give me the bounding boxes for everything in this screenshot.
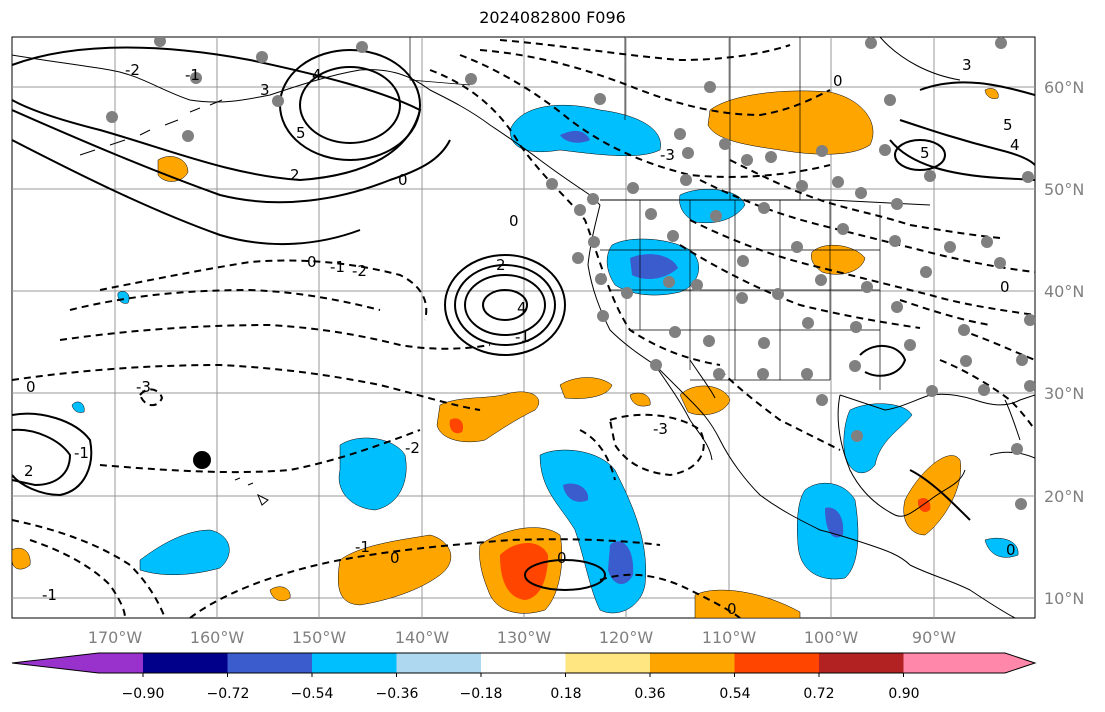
contour-label: -3 xyxy=(136,378,151,396)
blue-region-mexico-pacific xyxy=(797,483,859,580)
lat-tick-label: 10°N xyxy=(1044,589,1084,608)
orange-region-canada xyxy=(707,90,874,155)
contour-label: -3 xyxy=(660,146,675,164)
contour-label: 0 xyxy=(26,378,36,396)
colorbar-bin xyxy=(903,653,1035,673)
highlight-point-marker xyxy=(193,451,211,469)
contour-label: 5 xyxy=(296,124,306,142)
contour-label: 5 xyxy=(1003,116,1013,134)
contours-dashed xyxy=(12,39,1035,618)
colorbar-bin xyxy=(650,653,735,673)
colorbar-bin xyxy=(734,653,820,673)
lon-tick-label: 150°W xyxy=(292,628,347,647)
contour-label: -1 xyxy=(515,328,530,346)
contour-label: -1 xyxy=(42,586,57,604)
contour-label: 0 xyxy=(1000,278,1010,296)
colorbar-tick-label: 0.72 xyxy=(803,686,834,702)
orange-region-yucatan xyxy=(903,455,962,536)
contour-label: -2 xyxy=(405,439,420,457)
colorbar-tick-label: −0.36 xyxy=(376,686,419,702)
lat-tick-label: 30°N xyxy=(1044,384,1084,403)
contour-label: 0 xyxy=(307,253,317,271)
colorbar-bin xyxy=(481,653,566,673)
contour-label: 3 xyxy=(962,56,972,74)
lon-tick-label: 110°W xyxy=(702,628,757,647)
blue-region-caribbean xyxy=(984,537,1019,558)
orange-region-plains xyxy=(811,245,866,275)
contour-label: 0 xyxy=(833,72,843,90)
contour-label: 4 xyxy=(1010,136,1020,154)
lon-tick-label: 140°W xyxy=(395,628,450,647)
longitude-axis: 170°W 160°W 150°W 140°W 130°W 120°W 110°… xyxy=(88,628,956,647)
contour-label: 0 xyxy=(398,171,408,189)
orange-region-itcz-central xyxy=(337,534,451,606)
contour-label: -1 xyxy=(330,258,345,276)
contour-label: -1 xyxy=(74,444,89,462)
contour-label: 0 xyxy=(1006,541,1016,559)
colorbar-bin xyxy=(227,653,313,673)
contour-label: 3 xyxy=(260,81,270,99)
colorbar-tick-label: −0.72 xyxy=(207,686,250,702)
contour-label: 2 xyxy=(290,166,300,184)
lon-tick-label: 90°W xyxy=(912,628,956,647)
contour-label: 2 xyxy=(24,462,34,480)
lon-tick-label: 100°W xyxy=(804,628,859,647)
contour-label: 0 xyxy=(557,549,567,567)
contour-high-center xyxy=(464,274,546,336)
colorbar-outline xyxy=(11,652,1037,674)
lon-tick-label: 130°W xyxy=(497,628,552,647)
contour-label: -3 xyxy=(653,420,668,438)
colorbar-bin xyxy=(565,653,651,673)
contours xyxy=(12,46,1035,591)
colorbar-tick-label: −0.18 xyxy=(460,686,503,702)
contour-label: 5 xyxy=(920,144,930,162)
contour-labels: -2 -1 2 4 3 5 0 2 -1 4 0 -1 -2 0 0 -3 -2… xyxy=(24,56,1020,618)
colorbar-bin xyxy=(396,653,482,673)
contour-label: 0 xyxy=(390,549,400,567)
lat-tick-label: 50°N xyxy=(1044,180,1084,199)
contour-label: -2 xyxy=(125,61,140,79)
colorbar-bin xyxy=(819,653,904,673)
colorbar-bin xyxy=(312,653,397,673)
blue-region-gulf xyxy=(843,403,913,474)
contour-label: 0 xyxy=(727,600,737,618)
colorbar-bin xyxy=(12,653,143,673)
contour-label: 2 xyxy=(496,256,506,274)
blue-region-montana xyxy=(679,189,746,223)
blue-region-subtropic-pacific xyxy=(338,437,407,511)
latitude-axis: 60°N 50°N 40°N 30°N 20°N 10°N xyxy=(1044,78,1084,608)
colorbar-tick-label: −0.90 xyxy=(122,686,165,702)
lat-tick-label: 20°N xyxy=(1044,487,1084,506)
coastlines xyxy=(12,37,1035,618)
colorbar-tick-label: −0.54 xyxy=(291,686,334,702)
colorbar xyxy=(11,652,1037,677)
contour-label: 4 xyxy=(312,66,322,84)
shaded-anomalies xyxy=(12,88,1019,618)
lat-tick-label: 60°N xyxy=(1044,78,1084,97)
contour-label: 4 xyxy=(517,299,527,317)
lon-tick-label: 170°W xyxy=(88,628,143,647)
colorbar-tick-label: 0.90 xyxy=(888,686,919,702)
map-title: 2024082800 F096 xyxy=(479,8,626,27)
contour-label: -2 xyxy=(352,262,367,280)
contour-label: -1 xyxy=(185,66,200,84)
colorbar-tick-label: 0.36 xyxy=(634,686,665,702)
lon-tick-label: 160°W xyxy=(190,628,245,647)
colorbar-tick-label: 0.18 xyxy=(550,686,581,702)
contour-label: -1 xyxy=(355,538,370,556)
colorbar-bin xyxy=(143,653,228,673)
lat-tick-label: 40°N xyxy=(1044,282,1084,301)
station-dots xyxy=(106,37,1035,510)
colorbar-tick-label: 0.54 xyxy=(719,686,750,702)
blue-region-hawaii xyxy=(139,529,230,576)
lon-tick-label: 120°W xyxy=(599,628,654,647)
contour-label: 0 xyxy=(509,212,519,230)
colorbar-labels: −0.90 −0.72 −0.54 −0.36 −0.18 0.18 0.36 … xyxy=(122,686,920,702)
